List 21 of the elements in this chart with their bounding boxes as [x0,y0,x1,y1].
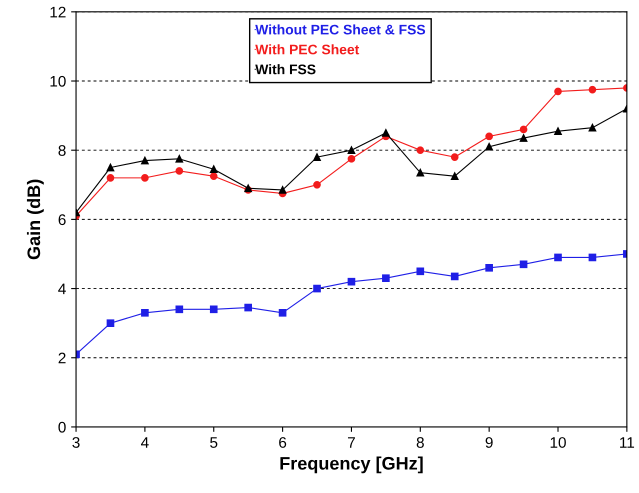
y-tick-label: 2 [58,352,66,364]
x-tick-label: 6 [279,437,286,448]
legend-label: Without PEC Sheet & FSS [255,24,426,35]
x-tick-label: 9 [486,437,493,448]
x-tick-label: 10 [550,437,566,448]
x-tick-label: 5 [210,437,218,448]
y-tick-label: 10 [50,76,66,87]
y-tick-label: 0 [58,422,66,433]
y-axis-title: Gain (dB) [26,180,44,260]
x-tick-label: 4 [140,437,149,448]
x-tick-label: 3 [72,437,80,448]
legend-label: With PEC Sheet [255,44,360,54]
y-tick-label: 4 [58,284,66,294]
x-tick-label: 8 [416,437,424,448]
y-tick-label: 8 [58,145,66,156]
x-axis-title: Frequency [GHz] [280,456,423,474]
legend-label: With FSS [255,64,316,74]
x-tick-label: 7 [348,437,355,448]
y-tick-label: 6 [58,214,66,226]
y-tick-label: 12 [50,6,66,18]
x-tick-label: 11 [620,437,634,448]
